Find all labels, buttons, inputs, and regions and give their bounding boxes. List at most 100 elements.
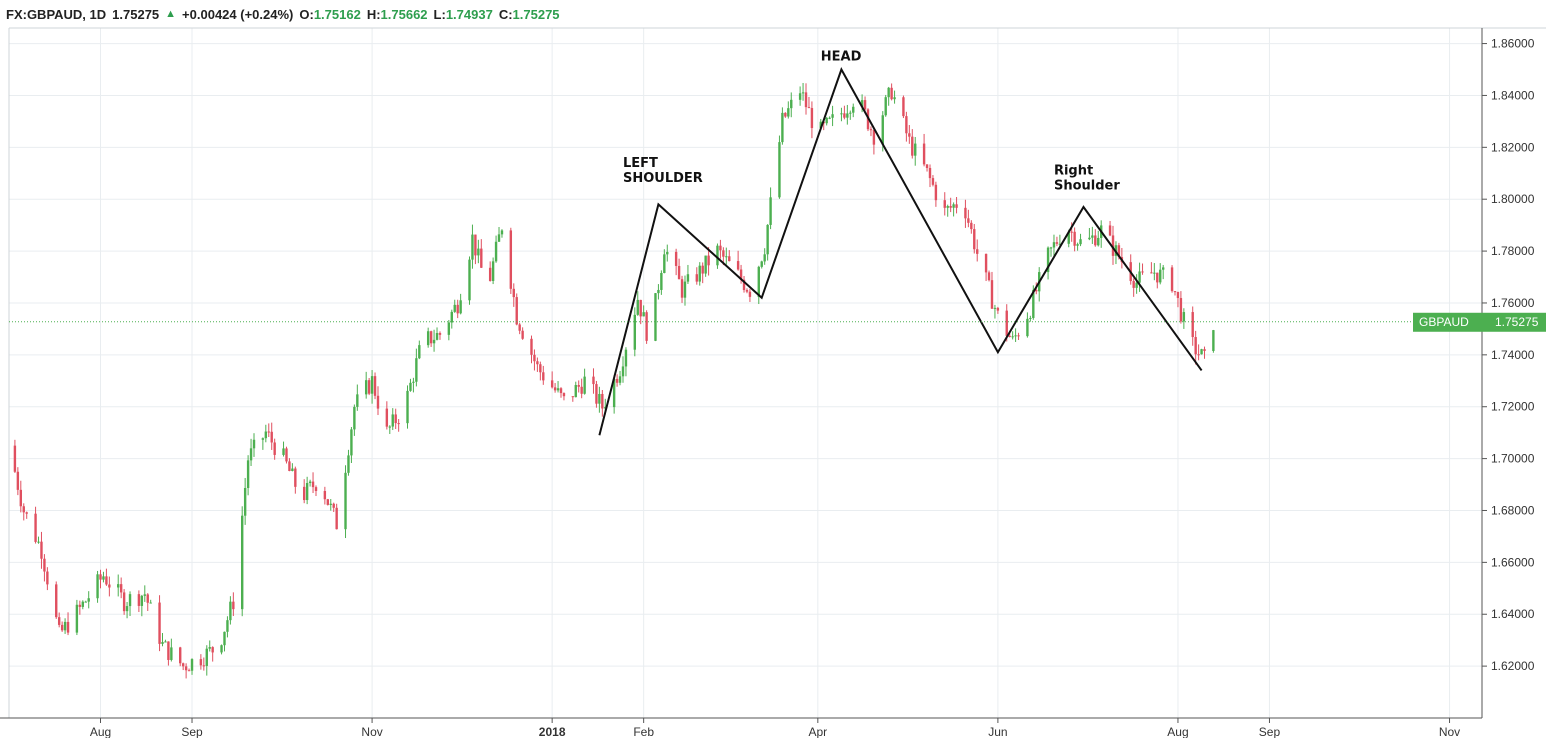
candle-body	[450, 311, 453, 323]
candle-body	[745, 290, 749, 292]
candle-body	[686, 274, 690, 282]
candle-body	[677, 265, 681, 280]
candle-body	[530, 338, 533, 355]
candle-body	[367, 380, 371, 394]
pattern-label: Shoulder	[1054, 179, 1120, 194]
candle-body	[184, 666, 188, 671]
candle-body	[108, 584, 111, 588]
candle-body	[908, 133, 911, 137]
open-label: O:	[299, 6, 314, 22]
candle-body	[353, 406, 356, 430]
x-tick-label: Jun	[988, 725, 1007, 738]
candle-body	[657, 289, 660, 294]
candle-body	[385, 408, 389, 427]
candle-body	[435, 333, 439, 340]
price-tag-symbol: GBPAUD	[1419, 315, 1469, 329]
x-tick-label: Nov	[1439, 725, 1460, 738]
candle-body	[666, 251, 669, 255]
candle-body	[849, 112, 852, 114]
x-tick-label: 2018	[539, 725, 566, 738]
candle-body	[860, 100, 864, 107]
candle-body	[798, 93, 802, 100]
y-tick-label: 1.86000	[1491, 37, 1535, 51]
candle-body	[323, 490, 327, 500]
candle-body	[261, 438, 265, 440]
candle-body	[967, 218, 970, 223]
candle-body	[326, 499, 330, 505]
candle-body	[1067, 231, 1070, 244]
low-label: L:	[433, 6, 446, 22]
candle-body	[1008, 335, 1011, 337]
candle-body	[46, 571, 49, 585]
candle-body	[831, 114, 834, 118]
y-tick-label: 1.62000	[1491, 659, 1535, 673]
axes	[0, 27, 1546, 723]
candle-body	[232, 601, 235, 610]
candle-body	[1153, 272, 1156, 274]
candle-body	[418, 345, 421, 359]
candle-body	[25, 512, 28, 514]
candle-body	[509, 230, 513, 289]
candle-body	[205, 648, 208, 666]
candle-body	[220, 645, 223, 653]
x-tick-label: Apr	[808, 725, 827, 738]
candle-body	[725, 256, 728, 258]
candle-body	[459, 300, 462, 314]
candle-body	[976, 249, 979, 254]
candle-body	[167, 641, 170, 660]
candle-body	[828, 117, 831, 119]
candle-body	[533, 354, 536, 362]
candle-body	[539, 364, 542, 373]
candle-body	[973, 229, 976, 250]
candle-body	[412, 381, 415, 383]
candle-body	[102, 576, 105, 580]
candle-body	[43, 558, 46, 572]
candle-body	[943, 200, 946, 208]
candle-body	[406, 390, 409, 424]
candle-body	[887, 87, 890, 98]
candle-body	[391, 414, 394, 427]
candle-body	[993, 307, 997, 309]
candle-body	[1138, 271, 1141, 283]
candle-body	[911, 136, 914, 156]
candle-body	[267, 431, 270, 433]
candle-body	[698, 265, 701, 282]
candle-body	[332, 503, 335, 508]
candle-body	[645, 312, 648, 341]
candle-body	[143, 594, 146, 596]
candle-body	[1212, 330, 1215, 351]
x-tick-label: Sep	[181, 725, 203, 738]
candle-body	[695, 274, 698, 282]
grid-lines	[9, 28, 1482, 718]
candle-body	[964, 207, 967, 219]
candle-body	[226, 620, 229, 632]
candle-body	[329, 503, 332, 505]
symbol-label: FX:GBPAUD, 1D	[6, 6, 107, 22]
candle-body	[105, 576, 108, 585]
candle-body	[1182, 312, 1186, 322]
y-tick-label: 1.72000	[1491, 400, 1535, 414]
candle-body	[604, 407, 607, 409]
candle-body	[683, 281, 687, 298]
candle-body	[1079, 239, 1082, 245]
candle-body	[453, 304, 456, 312]
candle-body	[639, 299, 642, 317]
candle-body	[624, 349, 628, 367]
candle-body	[893, 97, 896, 100]
candle-body	[925, 164, 929, 168]
candle-body	[99, 574, 102, 580]
candle-body	[598, 393, 601, 404]
head-and-shoulders-lines	[598, 67, 1203, 436]
candle-body	[249, 448, 253, 461]
candle-body	[1017, 335, 1020, 337]
candle-body	[577, 385, 580, 387]
candle-body	[282, 448, 285, 455]
candle-body	[202, 665, 206, 667]
candle-body	[350, 429, 353, 456]
pattern-polyline	[598, 67, 1203, 436]
price-tag: GBPAUD 1.75275	[1413, 312, 1546, 332]
candle-body	[60, 624, 64, 631]
candle-body	[825, 117, 828, 124]
candle-body	[456, 304, 459, 314]
